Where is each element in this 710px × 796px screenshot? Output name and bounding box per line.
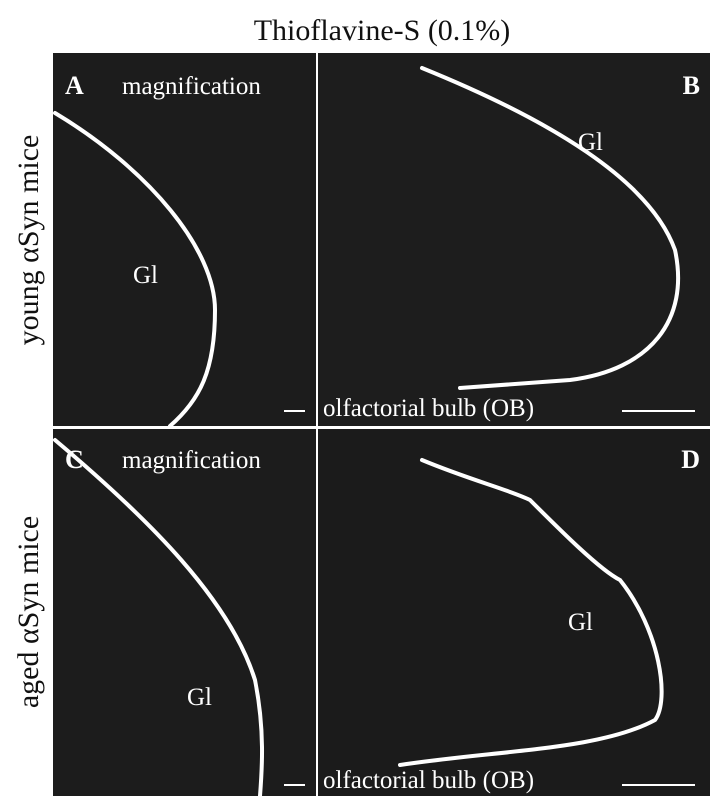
panel-letter: B (683, 71, 700, 100)
row-label: young αSyn mice (12, 135, 45, 346)
panel-image (318, 429, 710, 796)
panel-caption: olfactorial bulb (OB) (323, 395, 534, 422)
region-label: Gl (578, 129, 603, 156)
region-label: Gl (568, 609, 593, 636)
panel-letter: A (65, 71, 84, 100)
panel-image (53, 53, 316, 426)
panel-letter: C (65, 445, 84, 474)
region-label: Gl (133, 262, 158, 289)
panel-label: magnification (122, 73, 261, 100)
panel-image (53, 429, 316, 796)
panel-caption: olfactorial bulb (OB) (323, 767, 534, 794)
figure-title: Thioflavine-S (0.1%) (254, 14, 511, 47)
region-label: Gl (187, 684, 212, 711)
figure: Thioflavine-S (0.1%) young αSyn mice age… (0, 0, 710, 796)
row-label: aged αSyn mice (12, 516, 45, 708)
panel-letter: D (681, 445, 700, 474)
panel-label: magnification (122, 447, 261, 474)
